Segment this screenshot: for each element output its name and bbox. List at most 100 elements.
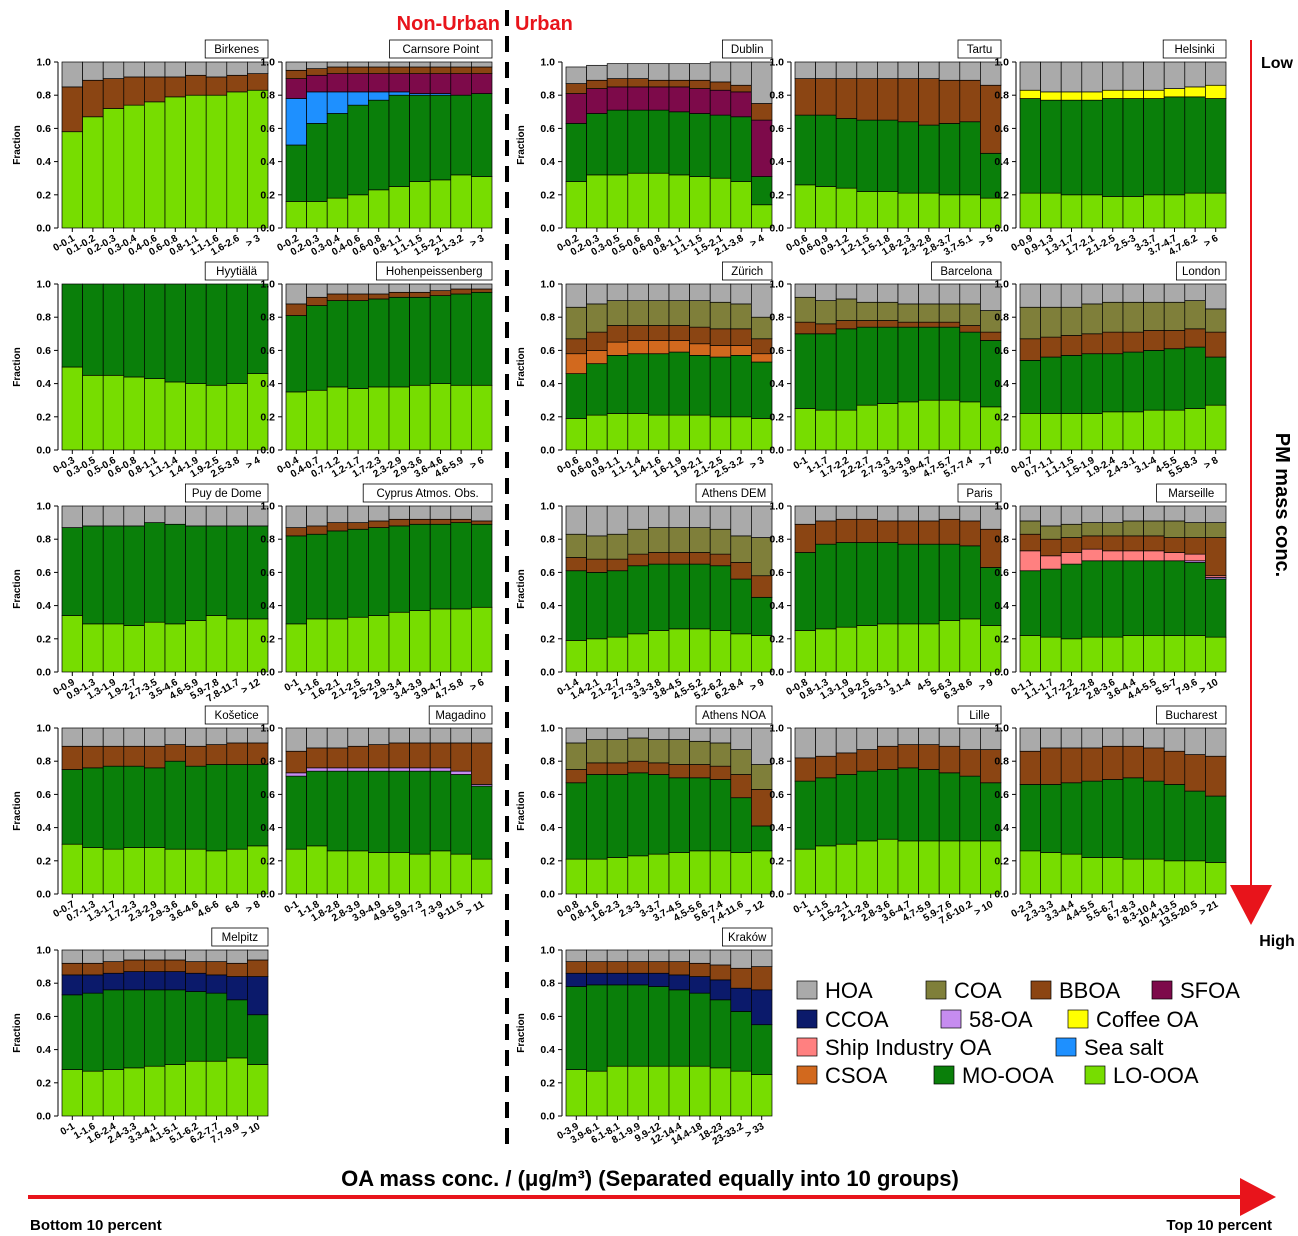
y-tick-label: 0.6 [994, 123, 1009, 135]
bar-segment [794, 321, 816, 335]
bar-segment [1102, 283, 1124, 303]
y-tick-label: 0.0 [36, 667, 51, 679]
bar-segment [205, 76, 228, 96]
panel-title: Lille [969, 710, 989, 722]
bar-segment [144, 847, 166, 895]
chart-panel: 0.00.20.40.60.81.00-0.40.4-0.70.7-1.21.2… [260, 261, 493, 480]
bar-segment [730, 91, 752, 118]
bar-segment [347, 727, 369, 747]
bar-segment [1163, 784, 1186, 862]
bar-segment [1184, 522, 1206, 538]
bar-segment [877, 623, 899, 673]
bar-segment [918, 303, 940, 323]
bar-segment [689, 300, 711, 328]
bar-segment [1205, 308, 1227, 333]
bar-segment [1205, 98, 1227, 194]
bar-segment [1040, 306, 1062, 338]
bar-segment [247, 959, 269, 977]
bar-segment [226, 999, 248, 1059]
legend-label: BBOA [1059, 978, 1120, 1003]
bar-segment [164, 76, 186, 98]
bar-segment [877, 403, 899, 451]
bar-segment [751, 764, 773, 790]
bar-segment [794, 727, 816, 759]
bar-segment [388, 296, 410, 388]
bar-segment [648, 300, 670, 326]
bar-segment [959, 401, 981, 451]
bar-segment [388, 94, 410, 187]
bar-segment [709, 979, 732, 1001]
bar-segment [918, 283, 940, 305]
bar-segment [429, 73, 452, 94]
panel-title: Magadino [435, 710, 486, 722]
bar-segment [1163, 409, 1186, 451]
bar-segment [668, 974, 690, 991]
bar-segment [668, 1065, 690, 1117]
bar-segment [368, 505, 390, 522]
y-tick-label: 0.8 [540, 978, 555, 990]
bar-segment [877, 301, 899, 321]
legend-label: Ship Industry OA [825, 1035, 992, 1060]
bar-segment [709, 850, 732, 895]
bar-segment [429, 850, 452, 895]
chart-panel: 0.00.20.40.60.81.00-11-1.81.8-2.82.8-3.9… [260, 705, 493, 924]
bar-segment [856, 78, 878, 121]
bar-segment [1143, 747, 1165, 782]
bar-segment [835, 518, 858, 543]
bar-segment [586, 762, 608, 775]
chart-panel: 0.00.20.40.60.81.00-11-1.51.5-2.12.1-2.8… [769, 705, 1002, 927]
bar-segment [1019, 338, 1041, 361]
bar-segment [627, 353, 649, 414]
bar-segment [1122, 411, 1144, 451]
bar-segment [82, 727, 104, 747]
panel-title: Kraków [728, 932, 767, 944]
bar-segment [226, 618, 248, 673]
bar-segment [897, 61, 919, 79]
x-tick-label: > 4 [244, 455, 262, 472]
bar-segment [471, 742, 493, 785]
bar-segment [326, 530, 349, 620]
bar-segment [306, 747, 328, 769]
bar-segment [668, 79, 690, 88]
bar-segment [306, 305, 328, 391]
y-tick-label: 0.6 [260, 123, 275, 135]
bar-segment [123, 625, 145, 673]
bar-segment [388, 518, 410, 527]
bar-segment [856, 301, 878, 321]
bar-segment [1040, 356, 1062, 414]
bar-segment [285, 505, 307, 528]
bar-segment [730, 1070, 752, 1117]
bar-segment [1040, 336, 1062, 358]
bar-segment [1019, 413, 1041, 451]
bar-segment [164, 971, 186, 991]
y-tick-label: 0.8 [36, 978, 51, 990]
bar-segment [347, 745, 369, 769]
bar-segment [82, 525, 104, 625]
bar-segment [285, 527, 307, 537]
bar-segment [285, 750, 307, 774]
bar-segment [815, 114, 837, 187]
bar-segment [959, 303, 981, 326]
legend-swatch [933, 1065, 955, 1085]
bar-segment [689, 79, 711, 89]
bar-segment [247, 949, 269, 961]
bar-segment [429, 770, 452, 852]
bar-segment [835, 298, 858, 321]
bar-segment [606, 984, 629, 1067]
bar-segment [918, 192, 940, 229]
bar-segment [164, 949, 186, 961]
bar-segment [164, 989, 186, 1065]
bar-segment [709, 949, 732, 966]
bar-segment [877, 78, 899, 121]
bar-segment [980, 840, 1002, 895]
bar-segment [586, 303, 608, 333]
y-tick-label: 0.0 [769, 223, 784, 235]
bar-segment [565, 283, 587, 308]
bar-segment [815, 78, 837, 116]
x-tick-label: > 10 [240, 1121, 263, 1141]
legend-item: CSOA [796, 1063, 888, 1088]
bar-segment [450, 518, 472, 523]
bar-segment [144, 949, 166, 961]
bar-segment [471, 66, 493, 74]
bar-segment [1143, 89, 1165, 99]
